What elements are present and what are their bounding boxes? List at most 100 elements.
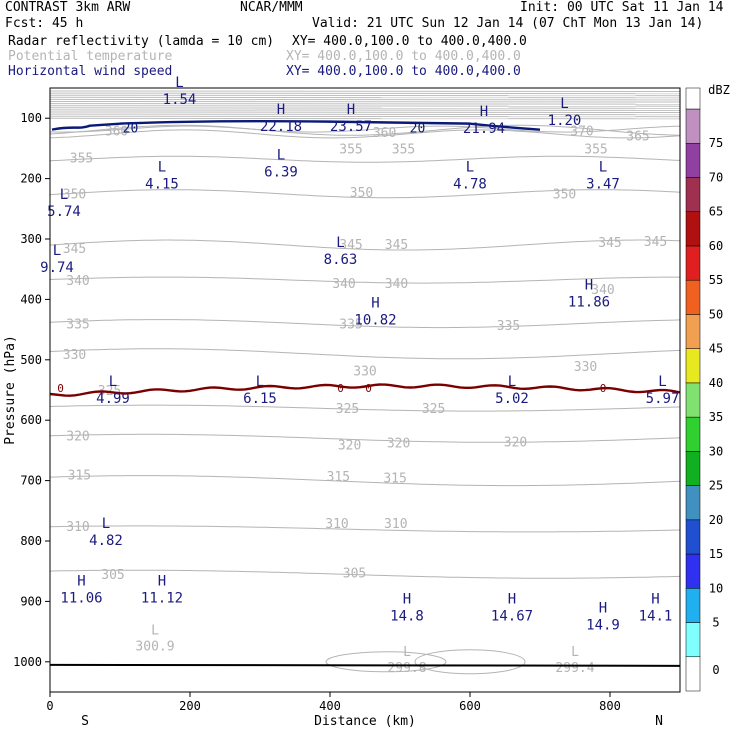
isentrope-label-315: 315 <box>383 472 406 487</box>
wind-extremum-type: L <box>53 243 61 259</box>
theta-extremum-type: L <box>403 645 411 660</box>
wind-extremum-value: 4.15 <box>145 177 179 193</box>
plot-title: CONTRAST 3km ARW <box>5 0 131 15</box>
wind-extremum-type: H <box>158 573 166 589</box>
colorbar-segment <box>685 451 701 486</box>
wind-extremum-type: H <box>277 102 285 118</box>
colorbar-segment <box>685 485 701 521</box>
wind-extremum-value: 22.18 <box>260 119 302 135</box>
isentrope-label-355: 355 <box>584 142 607 157</box>
isentrope-325 <box>49 404 681 412</box>
colorbar-segment <box>685 519 701 555</box>
isentrope-label-335: 335 <box>339 318 362 333</box>
isentrope-label-365: 365 <box>626 130 649 145</box>
isentrope-upper-band <box>49 94 681 97</box>
y-tick-label: 1000 <box>13 655 42 669</box>
isentrope-370 <box>49 124 681 136</box>
wind-extremum-type: H <box>599 601 607 617</box>
isentrope-label-345: 345 <box>644 235 667 250</box>
colorbar-level-label: 40 <box>709 376 723 390</box>
isentrope-label-345: 345 <box>385 238 408 253</box>
isentrope-upper-band <box>49 111 681 113</box>
isentrope-365 <box>49 129 681 139</box>
wind-extremum-value: 8.63 <box>324 252 358 268</box>
colorbar-segment <box>685 622 701 658</box>
isentrope-label-340: 340 <box>591 283 614 298</box>
wind-extremum-type: L <box>256 374 264 390</box>
x-axis-title: Distance (km) <box>314 714 416 729</box>
theta-extremum-type: L <box>571 645 579 660</box>
x-tick-label: 600 <box>459 699 481 713</box>
isentrope-label-320: 320 <box>66 429 89 444</box>
wind-extremum-type: H <box>371 295 379 311</box>
colorbar-level-label: 35 <box>709 410 723 424</box>
isentrope-upper-band <box>49 117 681 120</box>
wind-extremum-type: L <box>466 160 474 176</box>
isentrope-label-325: 325 <box>336 402 359 417</box>
wind-contour-label-20: 20 <box>123 122 139 137</box>
isentrope-label-305: 305 <box>101 568 124 583</box>
isentrope-label-345: 345 <box>339 238 362 253</box>
colorbar-level-label: 25 <box>709 479 723 493</box>
isentrope-label-335: 335 <box>497 319 520 334</box>
colorbar-segment <box>685 656 701 692</box>
wind-extremum-type: H <box>585 277 593 293</box>
isentrope-label-310: 310 <box>66 520 89 535</box>
isentrope-label-340: 340 <box>332 277 355 292</box>
wind-extremum-type: H <box>480 104 488 120</box>
colorbar-level-label: 60 <box>709 239 723 253</box>
wind-extremum-value: 9.74 <box>40 260 74 276</box>
valid-time: Valid: 21 UTC Sun 12 Jan 14 (07 ChT Mon … <box>312 16 704 31</box>
colorbar-cap <box>685 87 701 110</box>
wind-extremum-type: L <box>60 187 68 203</box>
isentrope-label-320: 320 <box>504 435 527 450</box>
wind-extremum-type: L <box>277 148 285 164</box>
isentrope-upper-band <box>49 92 681 95</box>
field-name-wind: Horizontal wind speed <box>8 64 173 79</box>
x-tick-label: 800 <box>599 699 621 713</box>
field-xy-theta: XY= 400.0,100.0 to 400.0,400.0 <box>286 49 521 64</box>
colorbar-level-label: 5 <box>712 616 719 630</box>
isentrope-label-325: 325 <box>422 402 445 417</box>
y-tick-label: 100 <box>20 111 42 125</box>
isentrope-closed-1 <box>325 651 447 673</box>
colorbar-segment <box>685 108 701 144</box>
colorbar-segment <box>685 211 701 247</box>
wind-extremum-type: H <box>651 591 659 607</box>
colorbar-level-label: 0 <box>712 663 719 677</box>
x-tick-label: 0 <box>46 699 53 713</box>
wind-extremum-type: H <box>403 591 411 607</box>
wind-extremum-value: 21.94 <box>463 121 505 137</box>
colorbar-segment <box>685 348 701 384</box>
colorbar-segment <box>685 588 701 623</box>
isentrope-label-330: 330 <box>574 360 597 375</box>
wind-extremum-value: 14.67 <box>491 608 533 624</box>
colorbar-level-label: 50 <box>709 307 723 321</box>
isentrope-350 <box>49 189 681 199</box>
isentrope-label-330: 330 <box>353 365 376 380</box>
x-end-label-south: S <box>81 714 89 729</box>
wind-extremum-value: 14.8 <box>390 608 424 624</box>
wind-extremum-value: 3.47 <box>586 177 620 193</box>
wind-contour-label-0: 0 <box>365 382 372 395</box>
y-tick-label: 800 <box>20 534 42 548</box>
field-name-theta: Potential temperature <box>8 49 173 64</box>
wind-extremum-value: 1.20 <box>548 113 582 129</box>
wind-extremum-value: 4.99 <box>96 391 130 407</box>
wind-extremum-type: H <box>508 591 516 607</box>
isentrope-315 <box>49 475 681 487</box>
isentrope-label-345: 345 <box>598 236 621 251</box>
wind-extremum-value: 11.12 <box>141 590 183 606</box>
wind-extremum-value: 14.1 <box>639 608 673 624</box>
wind-contour-label-0: 0 <box>337 382 344 395</box>
isentrope-upper-band <box>49 98 681 101</box>
wind-extremum-value: 5.97 <box>646 391 680 407</box>
colorbar-segment <box>685 279 701 315</box>
wind-contour-label-20: 20 <box>410 122 426 137</box>
colorbar-level-label: 10 <box>709 581 723 595</box>
isentrope-355 <box>49 155 681 163</box>
isentrope-upper-band <box>49 96 681 99</box>
isentrope-label-355: 355 <box>70 151 93 166</box>
wind-contour-label-0: 0 <box>57 382 64 395</box>
